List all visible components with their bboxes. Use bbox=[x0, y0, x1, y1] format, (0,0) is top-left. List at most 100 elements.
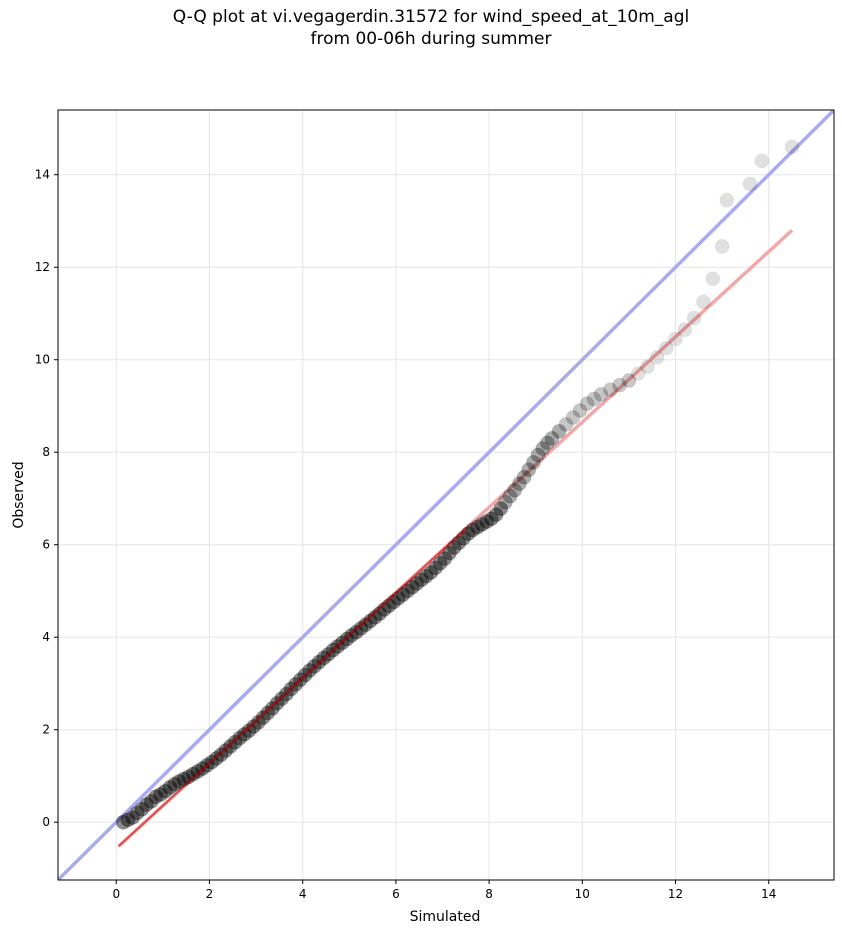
data-point bbox=[260, 705, 276, 721]
y-tick-label: 8 bbox=[42, 445, 50, 459]
y-tick-label: 10 bbox=[35, 353, 50, 367]
data-point bbox=[516, 469, 532, 485]
data-point bbox=[344, 627, 360, 643]
data-point bbox=[190, 763, 206, 779]
data-point bbox=[227, 734, 243, 750]
x-axis-label: Simulated bbox=[410, 909, 481, 925]
data-point bbox=[565, 410, 581, 426]
data-point bbox=[208, 750, 224, 766]
data-point bbox=[353, 620, 369, 636]
data-point bbox=[115, 814, 131, 830]
data-point bbox=[630, 366, 646, 382]
data-point bbox=[348, 624, 364, 640]
data-point bbox=[539, 435, 555, 451]
data-point bbox=[218, 743, 234, 759]
data-point bbox=[339, 631, 355, 647]
data-point bbox=[129, 805, 145, 821]
x-tick-label: 4 bbox=[299, 887, 307, 901]
data-point bbox=[441, 545, 457, 561]
y-tick-label: 4 bbox=[42, 630, 50, 644]
data-point bbox=[213, 747, 229, 763]
x-tick-label: 8 bbox=[485, 887, 493, 901]
data-point bbox=[269, 695, 285, 711]
data-point bbox=[264, 700, 280, 716]
data-point bbox=[612, 377, 628, 393]
plot-frame bbox=[57, 109, 835, 881]
data-point bbox=[586, 391, 602, 407]
x-tick-label: 2 bbox=[206, 887, 214, 901]
x-tick-label: 6 bbox=[392, 887, 400, 901]
x-tick-label: 10 bbox=[575, 887, 590, 901]
data-point bbox=[171, 773, 187, 789]
data-point bbox=[474, 516, 490, 532]
data-point bbox=[437, 551, 453, 567]
data-point bbox=[400, 583, 416, 599]
y-tick-label: 6 bbox=[42, 538, 50, 552]
data-point bbox=[530, 447, 546, 463]
ticks-layer: 0 2 4 6 8 10 12 14 0 2 4 6 8 10 12 14 bbox=[35, 168, 777, 901]
data-point bbox=[358, 617, 374, 633]
data-point bbox=[255, 710, 271, 726]
data-point bbox=[274, 691, 290, 707]
x-tick-label: 12 bbox=[668, 887, 683, 901]
data-point bbox=[551, 423, 567, 439]
data-point bbox=[148, 789, 164, 805]
data-point bbox=[497, 494, 513, 510]
chart-title: Q-Q plot at vi.vegagerdin.31572 for wind… bbox=[172, 7, 690, 49]
data-point bbox=[236, 726, 252, 742]
y-tick-label: 0 bbox=[42, 815, 50, 829]
data-point bbox=[640, 359, 656, 375]
data-point bbox=[579, 396, 595, 412]
data-point bbox=[714, 238, 730, 254]
x-tick-label: 14 bbox=[761, 887, 776, 901]
points-layer bbox=[115, 139, 800, 847]
data-point bbox=[521, 462, 537, 478]
reference-line bbox=[58, 110, 834, 880]
data-point bbox=[469, 519, 485, 535]
data-point bbox=[362, 613, 378, 629]
y-tick-label: 14 bbox=[35, 168, 50, 182]
data-point bbox=[157, 783, 173, 799]
data-point bbox=[502, 488, 518, 504]
data-point bbox=[404, 579, 420, 595]
data-point bbox=[125, 810, 141, 826]
data-point bbox=[525, 454, 541, 470]
data-point bbox=[479, 514, 495, 530]
data-point bbox=[143, 793, 159, 809]
data-point bbox=[742, 176, 758, 192]
data-point bbox=[668, 331, 684, 347]
data-point bbox=[754, 153, 770, 169]
data-point bbox=[784, 139, 800, 155]
grid bbox=[58, 110, 834, 880]
data-point bbox=[185, 766, 201, 782]
data-point bbox=[153, 786, 169, 802]
data-point bbox=[409, 576, 425, 592]
data-point bbox=[558, 416, 574, 432]
data-point bbox=[572, 403, 588, 419]
data-point bbox=[428, 560, 444, 576]
data-point bbox=[621, 373, 637, 389]
data-point bbox=[511, 476, 527, 492]
data-point bbox=[677, 322, 693, 338]
x-tick-label: 0 bbox=[112, 887, 120, 901]
data-point bbox=[423, 564, 439, 580]
data-point bbox=[250, 714, 266, 730]
data-point bbox=[593, 386, 609, 402]
data-point bbox=[395, 587, 411, 603]
data-point bbox=[246, 718, 262, 734]
data-point bbox=[705, 271, 721, 287]
data-point bbox=[232, 730, 248, 746]
data-point bbox=[139, 797, 155, 813]
data-point bbox=[241, 723, 257, 739]
y-tick-label: 12 bbox=[35, 260, 50, 274]
data-point bbox=[649, 349, 665, 365]
data-point bbox=[222, 738, 238, 754]
data-point bbox=[134, 801, 150, 817]
data-point bbox=[418, 568, 434, 584]
fit-line-overlay bbox=[117, 527, 467, 847]
data-point bbox=[507, 482, 523, 498]
data-point bbox=[432, 555, 448, 571]
y-tick-label: 2 bbox=[42, 723, 50, 737]
data-point bbox=[719, 192, 735, 208]
